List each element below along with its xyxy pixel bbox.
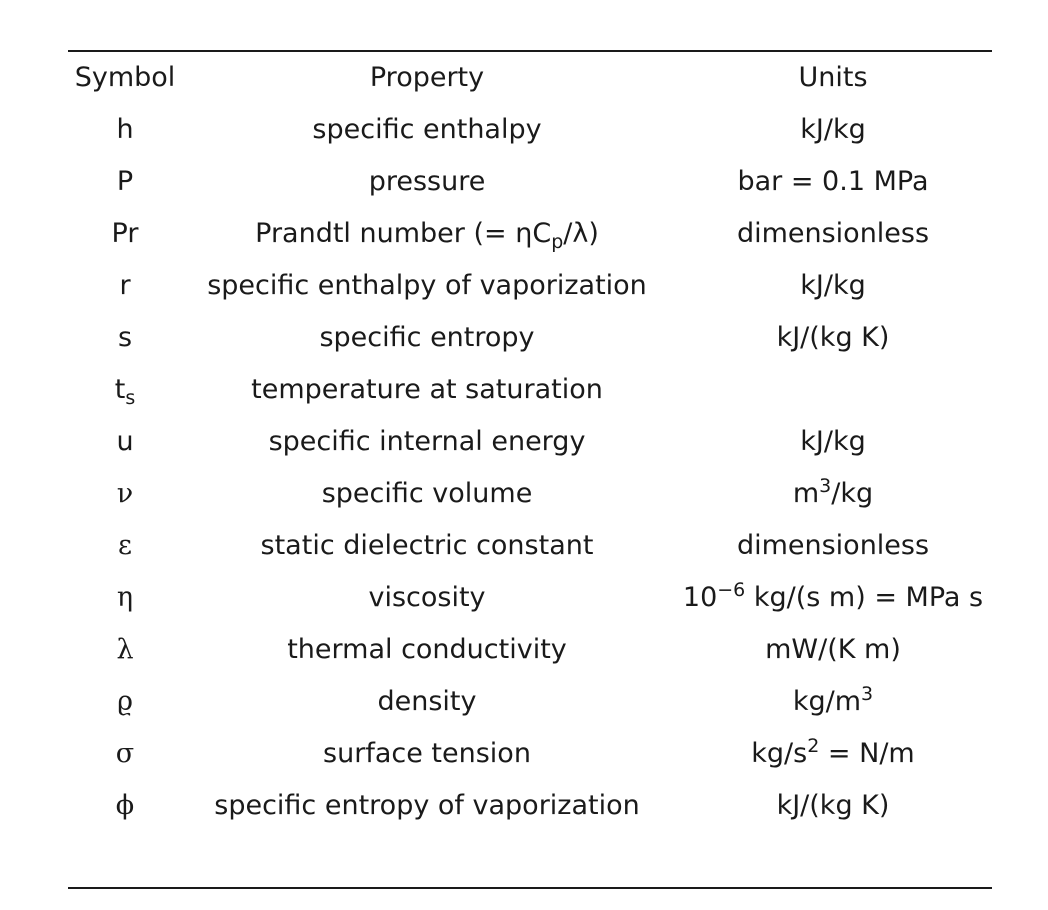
units-text-end: = N/m	[819, 738, 915, 769]
table-row: λ thermal conductivity mW/(K m)	[68, 624, 992, 676]
table-row: ts temperature at saturation	[68, 364, 992, 416]
symbol-cell: λ	[116, 634, 134, 665]
table-row: η viscosity 10−6 kg/(s m) = MPa s	[68, 572, 992, 624]
table-row: Pr Prandtl number (= ηCp/λ) dimensionles…	[68, 208, 992, 260]
property-cell: surface tension	[323, 738, 531, 769]
units-cell: 10−6 kg/(s m) = MPa s	[672, 572, 994, 624]
property-subscript: p	[551, 231, 564, 253]
property-cell: temperature at saturation	[251, 374, 603, 405]
units-cell: kJ/kg	[800, 114, 866, 145]
units-cell: kJ/(kg K)	[776, 790, 890, 821]
symbol-cell: ts	[68, 364, 182, 416]
table-row: σ surface tension kg/s2 = N/m	[68, 728, 992, 780]
units-text: kg/m	[792, 686, 862, 717]
units-superscript: −6	[717, 579, 746, 601]
property-cell: static dielectric constant	[260, 530, 594, 561]
units-cell: kg/s2 = N/m	[672, 728, 994, 780]
symbol-text: t	[114, 374, 126, 405]
units-superscript: 3	[861, 683, 874, 705]
property-cell: specific volume	[321, 478, 533, 509]
property-cell: thermal conductivity	[287, 634, 567, 665]
table-row: ϕ specific entropy of vaporization kJ/(k…	[68, 780, 992, 832]
units-cell: dimensionless	[736, 530, 930, 561]
table-header-row: Symbol Property Units	[68, 52, 992, 104]
units-cell: dimensionless	[736, 218, 930, 249]
units-text: m	[792, 478, 820, 509]
table-row: h specific enthalpy kJ/kg	[68, 104, 992, 156]
symbol-cell: s	[117, 322, 133, 353]
units-cell: mW/(K m)	[765, 634, 901, 665]
symbol-cell: h	[116, 114, 134, 145]
property-cell: specific enthalpy	[312, 114, 542, 145]
units-text: kg/s	[751, 738, 808, 769]
property-cell: viscosity	[368, 582, 486, 613]
property-cell: Prandtl number (= ηCp/λ)	[180, 208, 674, 260]
table-row: ε static dielectric constant dimensionle…	[68, 520, 992, 572]
symbol-cell: ε	[118, 530, 132, 561]
property-cell: density	[377, 686, 477, 717]
table-row: P pressure bar = 0.1 MPa	[68, 156, 992, 208]
symbol-cell: r	[119, 270, 131, 301]
property-cell: specific enthalpy of vaporization	[207, 270, 647, 301]
table-row: s specific entropy kJ/(kg K)	[68, 312, 992, 364]
table-row: ϱ density kg/m3	[68, 676, 992, 728]
units-text-end: /kg	[831, 478, 874, 509]
header-symbol: Symbol	[74, 62, 176, 93]
units-cell: kg/m3	[672, 676, 994, 728]
symbol-cell: η	[116, 582, 134, 613]
symbol-cell: σ	[115, 738, 135, 769]
table-row: u specific internal energy kJ/kg	[68, 416, 992, 468]
symbol-cell: P	[116, 166, 134, 197]
property-text-end: /λ)	[563, 218, 599, 249]
symbol-cell: ϕ	[115, 790, 135, 821]
units-cell: kJ/kg	[800, 270, 866, 301]
table-bottom-rule	[68, 887, 992, 889]
symbol-cell: u	[116, 426, 134, 457]
table-row: ν specific volume m3/kg	[68, 468, 992, 520]
table-top-rule	[68, 50, 992, 52]
property-cell: specific entropy of vaporization	[214, 790, 640, 821]
symbol-subscript: s	[125, 387, 136, 409]
symbol-cell: Pr	[111, 218, 139, 249]
units-cell: m3/kg	[672, 468, 994, 520]
header-units: Units	[798, 62, 868, 93]
units-cell: kJ/(kg K)	[776, 322, 890, 353]
property-cell: specific internal energy	[268, 426, 586, 457]
units-text: 10	[682, 582, 718, 613]
units-cell	[672, 364, 994, 416]
units-text-end: kg/(s m) = MPa s	[745, 582, 984, 613]
units-cell: kJ/kg	[800, 426, 866, 457]
symbol-cell: ν	[116, 478, 134, 509]
symbols-table: Symbol Property Units h specific enthalp…	[68, 52, 992, 832]
header-property: Property	[369, 62, 485, 93]
units-cell: bar = 0.1 MPa	[737, 166, 929, 197]
table-row: r specific enthalpy of vaporization kJ/k…	[68, 260, 992, 312]
property-cell: specific entropy	[319, 322, 535, 353]
property-text: Prandtl number (= ηC	[255, 218, 552, 249]
units-superscript: 2	[807, 735, 820, 757]
units-superscript: 3	[819, 475, 832, 497]
symbol-cell: ϱ	[117, 686, 133, 717]
property-cell: pressure	[368, 166, 486, 197]
